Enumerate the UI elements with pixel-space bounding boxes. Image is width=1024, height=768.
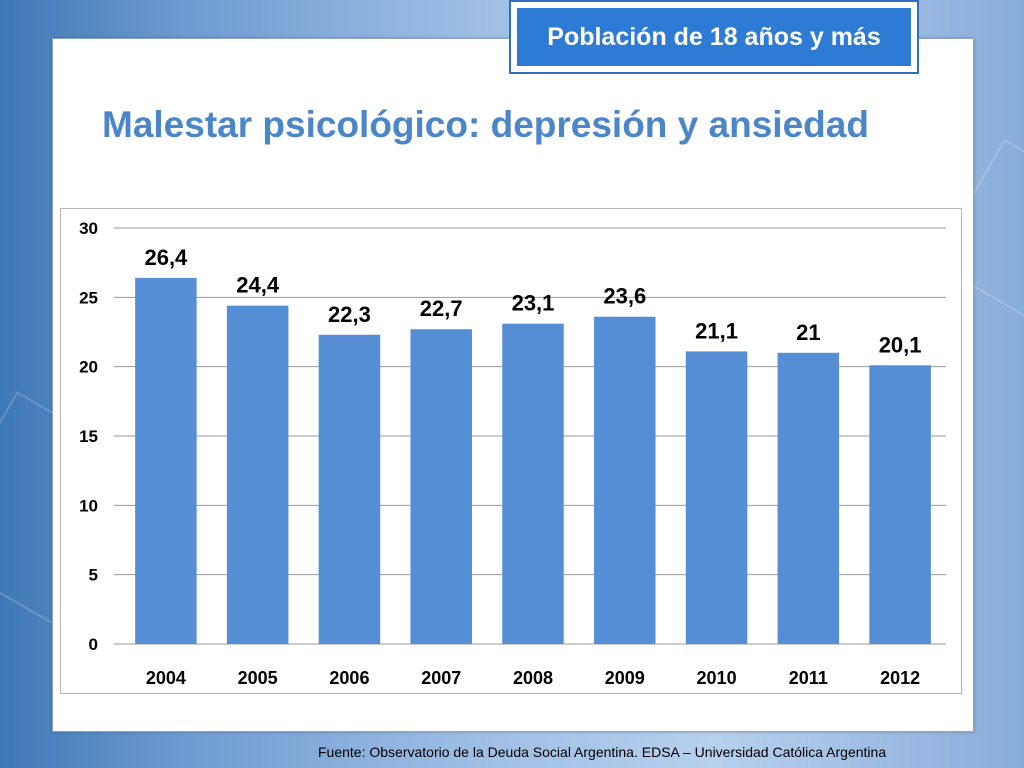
slide-title: Malestar psicológico: depresión y ansied… <box>102 104 869 145</box>
x-tick-label: 2009 <box>605 668 645 688</box>
y-tick-label: 5 <box>89 566 98 585</box>
bar-2008 <box>502 323 564 644</box>
x-tick-label: 2008 <box>513 668 553 688</box>
y-tick-label: 15 <box>79 427 98 446</box>
population-badge: Población de 18 años y más <box>509 0 919 74</box>
data-label: 21,1 <box>695 318 738 343</box>
bar-2004 <box>135 277 197 644</box>
y-tick-label: 30 <box>79 219 98 238</box>
bar-2012 <box>869 365 931 644</box>
data-label: 20,1 <box>879 332 922 357</box>
bar-2009 <box>594 316 656 644</box>
x-tick-label: 2006 <box>329 668 369 688</box>
data-label: 26,4 <box>144 245 188 270</box>
bar-2011 <box>777 352 840 644</box>
data-label: 22,3 <box>328 302 371 327</box>
data-label: 24,4 <box>236 273 280 298</box>
data-label: 22,7 <box>420 296 463 321</box>
x-tick-label: 2005 <box>238 668 278 688</box>
bar-2005 <box>226 305 289 644</box>
source-note: Fuente: Observatorio de la Deuda Social … <box>318 744 887 760</box>
y-tick-label: 25 <box>79 288 98 307</box>
bar-2007 <box>410 329 472 644</box>
data-label: 23,6 <box>603 284 646 309</box>
x-tick-label: 2012 <box>880 668 920 688</box>
x-tick-label: 2010 <box>697 668 737 688</box>
population-badge-label: Población de 18 años y más <box>517 8 911 66</box>
x-tick-label: 2011 <box>789 668 828 688</box>
data-label: 21 <box>796 320 820 345</box>
y-tick-label: 10 <box>79 496 98 515</box>
y-tick-label: 20 <box>79 358 98 377</box>
bar-2006 <box>318 334 381 644</box>
y-tick-label: 0 <box>89 635 98 654</box>
x-tick-label: 2007 <box>421 668 461 688</box>
x-tick-label: 2004 <box>146 668 186 688</box>
data-label: 23,1 <box>512 291 555 316</box>
bar-2010 <box>685 351 748 644</box>
